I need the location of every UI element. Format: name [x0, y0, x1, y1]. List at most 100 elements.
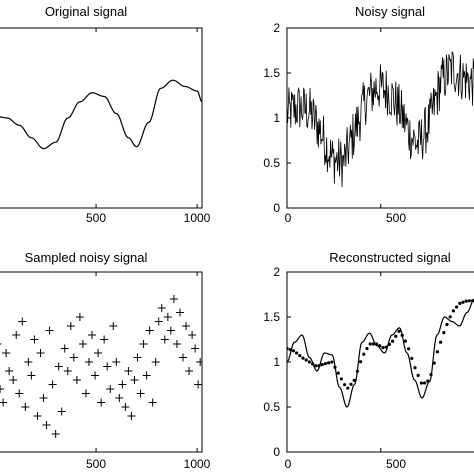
sample-point — [191, 344, 200, 353]
sample-point — [145, 326, 154, 335]
tick-marks — [95, 28, 198, 208]
axes-frame — [0, 27, 203, 209]
reconstruction-dot — [287, 346, 289, 351]
series-line — [0, 79, 202, 150]
sample-point — [178, 353, 187, 362]
sample-point — [175, 308, 184, 317]
sample-point — [30, 335, 39, 344]
sample-point — [88, 331, 97, 339]
sample-point — [0, 385, 5, 393]
sample-point — [154, 317, 163, 326]
y-tick-2: 2 — [273, 21, 280, 35]
reconstruction-dot — [355, 369, 359, 373]
sample-point — [15, 389, 24, 398]
reconstruction-dot — [375, 342, 379, 346]
axes-frame — [0, 271, 203, 453]
reconstruction-dot — [445, 322, 449, 327]
title-sampled-noisy-signal: Sampled noisy signal — [25, 250, 148, 265]
sample-point — [63, 367, 72, 375]
reconstruction-dot — [307, 360, 311, 364]
sample-point — [5, 367, 14, 375]
sample-point — [97, 398, 106, 407]
series-line — [287, 298, 474, 408]
sample-point — [100, 335, 109, 344]
panel-noisy-signal: Noisy signal 0 0.5 1 1.5 2 0 500 — [263, 4, 474, 225]
reconstruction-dot — [304, 358, 308, 362]
sample-point — [121, 403, 130, 411]
sample-point — [39, 394, 48, 402]
sample-point — [36, 349, 45, 357]
reconstruction-dot — [426, 379, 430, 383]
y-tick-0.5: 0.5 — [263, 156, 280, 170]
reconstruction-dot — [397, 329, 401, 333]
panel-original-signal: Original signal 500 1000 — [0, 4, 211, 225]
sample-point — [160, 335, 169, 344]
sample-point — [48, 380, 57, 389]
sample-point — [91, 371, 100, 380]
reconstruction-dot — [442, 331, 446, 335]
x-tick-0: 0 — [285, 211, 292, 225]
reconstruction-dot — [391, 339, 395, 343]
reconstruction-dot — [333, 365, 337, 369]
sample-point — [72, 376, 81, 384]
sample-point — [94, 349, 103, 357]
sample-point — [148, 398, 157, 407]
tick-marks — [286, 27, 382, 209]
reconstruction-dot — [394, 334, 398, 338]
reconstruction-dot — [464, 299, 468, 303]
sample-point — [151, 358, 160, 366]
sample-point — [185, 367, 194, 375]
sample-point — [69, 353, 78, 362]
sample-point — [142, 371, 151, 380]
reconstruction-dot — [311, 362, 315, 366]
reconstruction-dot — [314, 364, 318, 368]
reconstruction-dot — [365, 346, 369, 351]
sample-point — [84, 358, 93, 366]
sample-point — [21, 403, 30, 411]
reconstruction-dot — [330, 360, 334, 364]
sample-point — [127, 412, 136, 420]
reconstruction-dot — [352, 378, 356, 382]
tick-marks — [286, 271, 382, 453]
reconstruction-dot — [349, 382, 353, 386]
reconstruction-dot — [288, 348, 292, 352]
reconstruction-dot — [429, 373, 433, 377]
sample-point — [81, 389, 90, 398]
reconstruction-dot — [439, 340, 443, 344]
reconstruction-dot — [448, 315, 452, 319]
sample-point — [12, 331, 21, 339]
sample-point — [136, 389, 145, 398]
reconstruction-dot — [298, 354, 302, 358]
x-tick-500: 500 — [86, 211, 106, 225]
plot-area — [0, 79, 202, 150]
x-tick-500: 500 — [386, 211, 406, 225]
y-tick-0: 0 — [273, 201, 280, 215]
sample-point — [196, 358, 202, 366]
sample-point — [103, 362, 112, 371]
reconstruction-dot — [471, 299, 474, 303]
sample-point — [133, 353, 142, 362]
reconstruction-dot — [320, 363, 324, 367]
x-tick-500: 500 — [386, 457, 406, 471]
reconstruction-dot — [416, 373, 420, 377]
sample-point — [106, 385, 115, 393]
sample-point — [172, 340, 181, 348]
y-tick-1: 1 — [273, 111, 280, 125]
sample-point — [78, 340, 87, 348]
reconstruction-dot — [317, 364, 321, 368]
title-noisy-signal: Noisy signal — [355, 4, 425, 19]
reconstruction-dot — [419, 381, 423, 385]
reconstruction-dot — [458, 301, 462, 305]
sample-point — [24, 358, 33, 366]
reconstruction-dot — [451, 309, 455, 313]
y-tick-0.5: 0.5 — [263, 400, 280, 414]
reconstruction-dot — [467, 299, 471, 303]
tick-marks — [95, 272, 198, 452]
reconstruction-dot — [327, 361, 331, 365]
sample-point — [139, 340, 148, 348]
title-reconstructed-signal: Reconstructed signal — [329, 250, 451, 265]
sample-point — [54, 362, 63, 371]
sample-point — [51, 430, 60, 438]
x-tick-0: 0 — [285, 457, 292, 471]
